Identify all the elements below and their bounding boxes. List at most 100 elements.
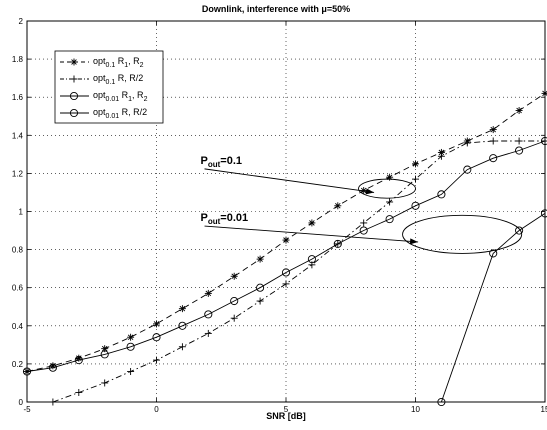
circle-marker [69,91,79,101]
y-tick-label: 1.8 [12,55,24,64]
data-point [70,58,78,66]
data-point [541,89,547,97]
data-point [359,226,368,235]
annotation-arrow-line [204,225,419,243]
data-point [515,146,524,155]
legend-entry: opt0.1 R, R/2 [60,73,143,86]
y-tick-label: 2 [19,17,24,26]
data-point [334,202,342,210]
data-point [101,379,109,387]
y-tick-label: 0.6 [12,284,24,293]
star-marker-stroke [179,305,186,312]
x-tick-label: 15 [541,405,547,414]
data-point [360,219,368,227]
circle-marker [69,108,79,118]
data-point [386,198,394,206]
series-line [52,140,545,403]
data-point [412,160,419,168]
circle-marker [463,165,472,174]
data-point [411,201,420,210]
data-point [153,320,160,328]
y-tick-label: 0.2 [12,360,24,369]
x-tick-label: 10 [411,405,420,414]
star-marker-stroke [438,149,445,156]
y-tick-label: 1.2 [12,169,24,178]
data-point [178,305,186,313]
data-point [489,154,498,163]
circle-marker [126,342,135,351]
annotation-arrow-head [409,238,419,245]
circle-marker [100,350,109,359]
circle-marker [515,146,524,155]
legend-label: opt0.01 R, R/2 [93,107,147,120]
star-marker-stroke [101,345,108,352]
circle-marker [307,255,316,264]
circle-marker [204,310,213,319]
data-point [230,272,238,280]
series-line [26,140,546,372]
circle-marker [48,363,57,372]
star-marker-stroke [283,237,289,243]
data-point [230,314,238,322]
annotation-label: Pout=0.01 [201,212,249,226]
y-tick-label: 1 [19,208,24,217]
data-point [515,137,523,145]
data-point [437,190,446,199]
data-point [256,255,264,263]
star-marker-stroke [127,334,134,340]
star-marker-stroke [153,321,160,327]
circle-marker [359,226,368,235]
data-point [204,310,213,319]
y-tick-label: 1.4 [12,131,24,140]
circle-marker [489,154,498,163]
y-tick-label: 0.4 [12,322,24,331]
data-point [412,175,419,183]
x-tick-label: -5 [23,405,31,414]
data-point [100,350,109,359]
data-point [75,388,83,396]
x-tick-label: 5 [284,405,289,414]
data-point [48,363,57,372]
legend-label: opt0.01 R1, R2 [93,90,148,103]
annotation-ellipse [402,214,523,254]
star-marker-stroke [205,290,212,297]
circle-marker [152,333,161,342]
data-point [333,239,342,248]
data-point [360,187,368,195]
data-point [385,215,394,224]
data-point [463,165,472,174]
series-2 [49,137,547,406]
data-point [127,333,135,341]
data-point [282,236,290,244]
legend: opt0.1 R1, R2 opt0.1 R, R/2 opt0.01 R1, R2… [54,50,164,124]
annotation-2: Pout=0.01 [201,212,523,254]
star-marker-stroke [516,107,522,114]
star-marker-stroke [71,59,77,65]
circle-marker [230,296,239,306]
series-group [22,89,547,407]
data-point [307,255,316,264]
legend-entry: opt0.1 R1, R2 [60,56,144,69]
star-marker-stroke [335,203,341,209]
data-point [256,283,265,292]
data-point [153,356,160,364]
axis-ticks: -505101500.20.40.60.811.21.41.61.82 [12,17,547,414]
data-point [178,321,187,330]
star-marker-stroke [360,187,367,194]
series-line [440,213,546,403]
x-tick-label: 0 [154,405,159,414]
data-point [489,249,498,258]
data-point [70,75,78,83]
series-3 [22,136,547,376]
data-point [74,356,83,365]
legend-label: opt0.1 R1, R2 [93,56,144,69]
annotation-ellipse [358,178,416,199]
annotation-arrow-head [365,188,375,195]
data-point [489,126,497,134]
annotation-label: Pout=0.1 [201,155,243,169]
circle-marker [74,356,83,365]
legend-entry: opt0.01 R1, R2 [60,90,148,103]
star-marker-stroke [309,220,315,226]
